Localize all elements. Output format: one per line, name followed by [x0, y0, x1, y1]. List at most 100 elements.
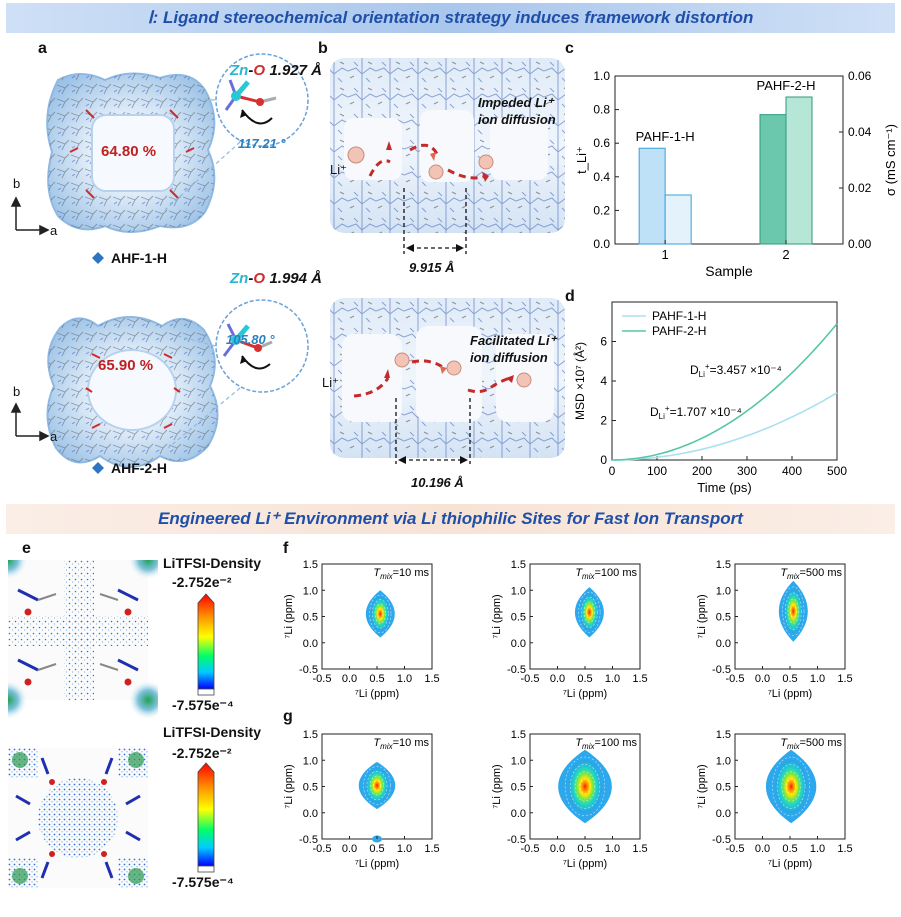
- tmix-label: Tmix=100 ms: [575, 737, 637, 751]
- x-axis-title: ⁷Li (ppm): [563, 858, 607, 870]
- y-tick-label: 1.5: [511, 559, 526, 571]
- y2-tick-label: 0.00: [848, 237, 872, 251]
- y-tick-label: -0.5: [712, 834, 731, 846]
- y-tick-label: 0.5: [716, 782, 731, 794]
- panel-label-c: c: [565, 40, 574, 57]
- nmr-contour: [781, 771, 801, 802]
- bar-conductivity: [664, 194, 692, 245]
- y-tick-label: 0.5: [303, 612, 318, 624]
- li-ion-label-bottom: Li⁺: [322, 375, 339, 390]
- axis-arrows-top: [10, 196, 50, 236]
- tmix-label: Tmix=10 ms: [373, 737, 429, 751]
- x-tick-label: 1.0: [810, 843, 825, 855]
- y-tick-label: -0.5: [299, 664, 318, 676]
- y2-tick-label: 0.04: [848, 125, 872, 139]
- density-min-top: -7.575e⁻⁴: [172, 697, 234, 713]
- x-tick-label: 1.0: [810, 673, 825, 685]
- y-tick-label: 1.0: [593, 69, 610, 83]
- panel-e-density-maps: [8, 560, 158, 888]
- x-tick-label: 0.0: [342, 843, 357, 855]
- ahf-2-h-label: AHF-2-H: [111, 460, 167, 476]
- ahf-1-h-framework: [46, 72, 216, 233]
- nmr-contour: [373, 780, 381, 791]
- nmr-contour: [579, 778, 591, 795]
- x-tick-label: 0.5: [369, 673, 384, 685]
- y-axis-title: t_Li⁺: [574, 146, 589, 174]
- y-tick-label: 0.2: [593, 203, 610, 217]
- y-tick-label: 1.0: [303, 755, 318, 767]
- density-max-bottom: -2.752e⁻²: [172, 745, 232, 761]
- diffusion-coefficient-label: DLi+=3.457 ×10⁻⁴: [690, 362, 782, 379]
- nmr-panel-f-2: -0.5 0.0 0.5 1.0 1.5 -0.5 0.0 0.5 1.0 1.5 ⁷Li (ppm…: [491, 559, 648, 700]
- y-tick-label: 2: [600, 414, 607, 428]
- x-tick-label: -0.5: [313, 673, 332, 685]
- nmr-contour: [369, 594, 392, 634]
- nmr-contour: [790, 604, 797, 618]
- x-axis-title: Sample: [705, 263, 753, 279]
- li-ion-label-top: Li⁺: [330, 162, 347, 177]
- nmr-contour: [786, 778, 797, 795]
- nmr-panel-f-1: -0.5 0.0 0.5 1.0 1.5 -0.5 0.0 0.5 1.0 1.5 ⁷Li (ppm…: [283, 559, 440, 700]
- y-tick-label: 1.0: [716, 755, 731, 767]
- y-tick-label: 1.5: [511, 729, 526, 741]
- nmr-panel-g-2: -0.5 0.0 0.5 1.0 1.5 -0.5 0.0 0.5 1.0 1.5 ⁷Li (ppm…: [491, 729, 648, 870]
- ahf-2-h-marker-icon: [92, 462, 104, 474]
- y-tick-label: 1.5: [303, 559, 318, 571]
- panel-label-a: a: [38, 40, 47, 57]
- density-colorbar-bottom: [197, 762, 215, 873]
- panel-label-g: g: [283, 708, 293, 725]
- axis-a-bottom: a: [50, 429, 58, 444]
- ahf-1-h-marker-icon: [92, 252, 104, 264]
- x-tick-label: 1.5: [632, 673, 647, 685]
- nmr-peak-core: [568, 760, 602, 813]
- ahf-2-h-pore-distance: 10.196 Å: [411, 475, 464, 490]
- panel-label-e: e: [22, 540, 31, 557]
- x-tick-label: -0.5: [521, 673, 540, 685]
- diffusion-coefficient-label: DLi+=1.707 ×10⁻⁴: [650, 404, 742, 421]
- x-tick-label: 1.5: [632, 843, 647, 855]
- axis-arrows-bottom: [10, 402, 50, 442]
- transference-conductivity-chart: 0.0 0.2 0.4 0.6 0.8 1.0 0.00 0.02 0.04 0.06 1 PAHF-…: [574, 69, 898, 279]
- bar-group-label: PAHF-1-H: [636, 129, 695, 144]
- nmr-contour: [776, 764, 806, 809]
- nmr-contour: [574, 771, 596, 802]
- x-tick-label: 500: [827, 464, 847, 478]
- y-tick-label: 0.0: [716, 808, 731, 820]
- ahf-2-h-coordination-inset: [167, 299, 309, 449]
- x-tick-label: 0.5: [577, 673, 592, 685]
- y-tick-label: -0.5: [299, 834, 318, 846]
- nmr-peak-core: [580, 594, 599, 631]
- x-tick-label: 1.5: [837, 673, 852, 685]
- impeded-diffusion-label-line2: ion diffusion: [478, 112, 556, 127]
- nmr-peak-core: [775, 760, 807, 813]
- y-axis-title: ⁷Li (ppm): [491, 764, 503, 808]
- y-tick-label: 0.5: [511, 612, 526, 624]
- ahf-1-h-angle: 117.21 °: [238, 136, 286, 151]
- x-tick-label: 200: [692, 464, 712, 478]
- x-tick-label: 400: [782, 464, 802, 478]
- msd-line-1: [612, 392, 838, 461]
- nmr-contour: [377, 608, 384, 619]
- y-tick-label: 0.6: [593, 136, 610, 150]
- x-tick-label: 0.0: [755, 673, 770, 685]
- y-tick-label: 1.5: [303, 729, 318, 741]
- chart-d-frame: [611, 301, 838, 461]
- x-tick-label: -0.5: [726, 673, 745, 685]
- x-tick-label: 1.5: [837, 843, 852, 855]
- density-colorbar-top: [197, 593, 215, 696]
- y-tick-label: 0.0: [511, 638, 526, 650]
- x-tick-label: 0.5: [577, 843, 592, 855]
- nmr-contour: [371, 599, 389, 629]
- tmix-label: Tmix=100 ms: [575, 567, 637, 581]
- x-tick-label: 1.0: [397, 843, 412, 855]
- nmr-peak-core: [371, 596, 390, 631]
- nmr-contour: [583, 601, 596, 623]
- nmr-contour: [581, 596, 598, 628]
- y-axis-title: ⁷Li (ppm): [696, 764, 708, 808]
- x-tick-label: 0.0: [342, 673, 357, 685]
- y2-tick-label: 0.02: [848, 181, 872, 195]
- ahf-2-h-density-map: [8, 748, 148, 888]
- facilitated-diffusion-label-line1: Facilitated Li⁺: [470, 333, 557, 348]
- nmr-contour: [564, 756, 606, 817]
